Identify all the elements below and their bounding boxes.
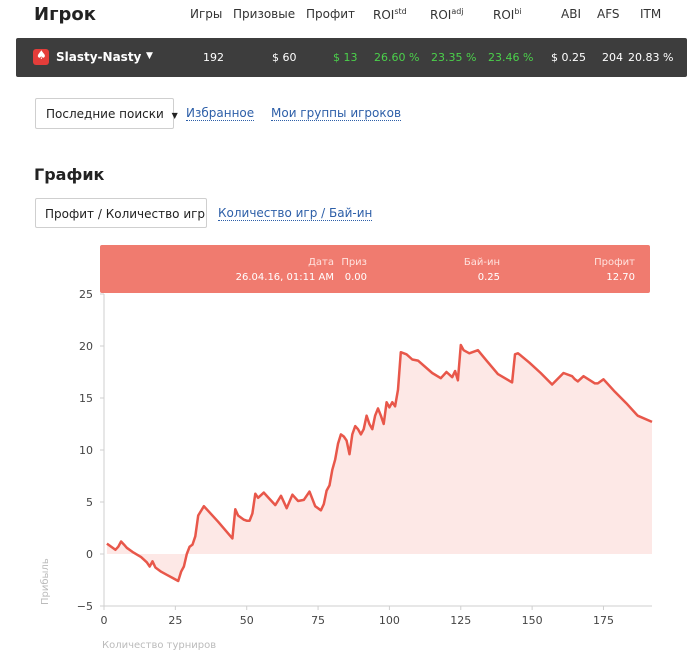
tooltip-buyin-value: 0.25 — [477, 272, 500, 283]
recent-searches-label: Последние поиски — [46, 107, 164, 121]
tooltip-prize-value: 0.00 — [344, 272, 367, 283]
player-row: Slasty-Nasty ▼ 192 $ 60 $ 13 26.60 % 23.… — [16, 38, 687, 77]
player-name-dropdown[interactable]: Slasty-Nasty — [56, 50, 142, 64]
tooltip-buyin-label: Бай-ин — [463, 257, 500, 268]
col-roi-std[interactable]: ROIstd — [373, 7, 407, 22]
player-abi: $ 0.25 — [551, 51, 586, 64]
x-tick-label: 125 — [450, 614, 471, 627]
player-roi-adj: 23.35 % — [431, 51, 477, 64]
tooltip-profit-value: 12.70 — [606, 272, 635, 283]
x-tick-label: 25 — [168, 614, 182, 627]
col-roi-bi[interactable]: ROIbi — [493, 7, 522, 22]
col-roi-adj[interactable]: ROIadj — [430, 7, 464, 22]
player-groups-link[interactable]: Мои группы игроков — [271, 106, 402, 121]
y-tick-label: 0 — [86, 548, 93, 561]
tooltip-date-label: Дата — [308, 257, 334, 268]
profit-area — [106, 345, 652, 581]
col-abi[interactable]: ABI — [561, 7, 581, 21]
pokerstars-icon — [33, 48, 49, 65]
col-games[interactable]: Игры — [190, 7, 223, 21]
tab-games-buyin[interactable]: Количество игр / Бай-ин — [218, 206, 373, 221]
player-prizes: $ 60 — [272, 51, 297, 64]
col-afs[interactable]: AFS — [597, 7, 620, 21]
col-profit[interactable]: Профит — [306, 7, 356, 21]
x-tick-label: 150 — [522, 614, 543, 627]
col-prizes[interactable]: Призовые — [233, 7, 296, 21]
player-roi-std: 26.60 % — [374, 51, 420, 64]
x-tick-label: 50 — [240, 614, 254, 627]
player-roi-bi: 23.46 % — [488, 51, 534, 64]
y-axis-title: Прибыль — [40, 558, 51, 605]
y-tick-label: 20 — [79, 340, 93, 353]
y-tick-label: 15 — [79, 392, 93, 405]
y-tick-label: 5 — [86, 496, 93, 509]
caret-down-icon: ▼ — [171, 111, 178, 120]
x-tick-label: 0 — [101, 614, 108, 627]
tab-profit-games[interactable]: Профит / Количество игр — [35, 198, 207, 228]
chevron-down-icon[interactable]: ▼ — [146, 51, 153, 61]
x-tick-label: 175 — [593, 614, 614, 627]
profit-line — [106, 343, 653, 583]
y-tick-label: 25 — [79, 288, 93, 301]
tooltip-date-value: 26.04.16, 01:11 AM — [235, 272, 334, 283]
player-games: 192 — [203, 51, 224, 64]
tooltip-prize-label: Приз — [341, 257, 367, 268]
hover-tooltip: Дата 26.04.16, 01:11 AM Приз 0.00 Бай-ин… — [100, 245, 650, 293]
col-itm[interactable]: ITM — [640, 7, 662, 21]
recent-searches-dropdown[interactable]: Последние поиски ▼ — [35, 98, 178, 129]
tooltip-profit-label: Профит — [594, 257, 635, 268]
x-axis-title: Количество турниров — [102, 640, 216, 651]
y-tick-label: 10 — [79, 444, 93, 457]
x-tick-label: 75 — [311, 614, 325, 627]
player-stats-header: Игрок Игры Призовые Профит ROIstd ROIadj… — [0, 0, 700, 36]
y-tick-label: −5 — [77, 600, 93, 613]
favorites-link[interactable]: Избранное — [186, 106, 255, 121]
player-afs: 204 — [602, 51, 623, 64]
x-tick-label: 100 — [379, 614, 400, 627]
player-profit: $ 13 — [333, 51, 358, 64]
chart-section-title: График — [34, 165, 105, 184]
page-title: Игрок — [34, 4, 96, 25]
player-itm: 20.83 % — [628, 51, 674, 64]
